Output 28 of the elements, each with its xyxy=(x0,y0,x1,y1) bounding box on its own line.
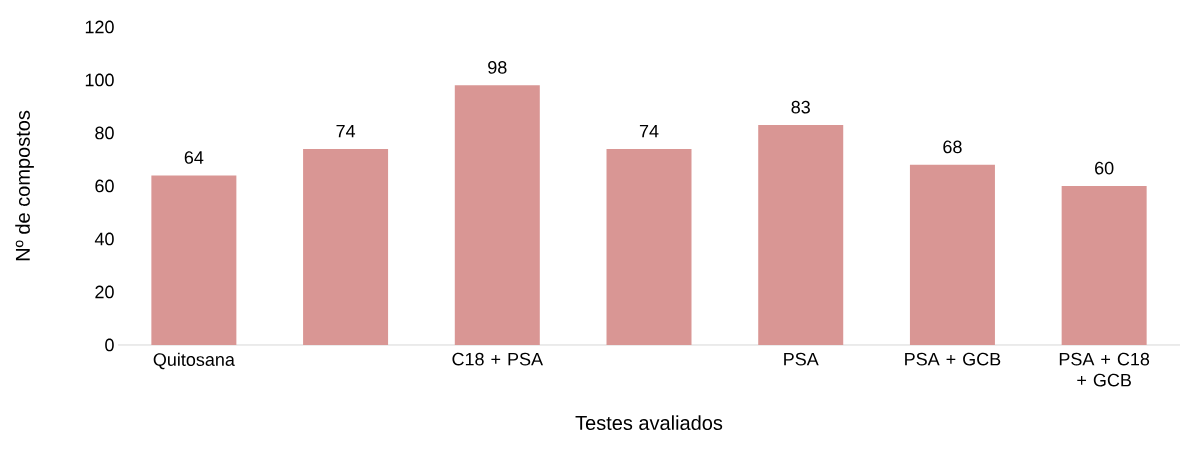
bar xyxy=(758,125,844,345)
data-label: 68 xyxy=(943,140,962,154)
bar xyxy=(151,175,237,345)
x-tick-label: C18 + PSA xyxy=(452,352,544,366)
y-tick-label: 120 xyxy=(85,20,114,34)
y-tick-label: 20 xyxy=(95,285,114,299)
data-label: 74 xyxy=(336,124,356,138)
data-label: 74 xyxy=(639,124,659,138)
x-tick-label: PSA + C18 + GCB xyxy=(1059,352,1150,387)
y-tick-label: 40 xyxy=(94,232,114,246)
y-tick-label: 0 xyxy=(105,338,114,352)
bar xyxy=(303,148,389,345)
bar xyxy=(606,148,692,345)
data-label: 64 xyxy=(184,151,204,164)
y-tick-label: 80 xyxy=(95,126,114,140)
data-label: 98 xyxy=(488,61,507,74)
y-axis-title: Nº de compostos xyxy=(15,110,34,261)
bar xyxy=(454,85,540,345)
bar xyxy=(1061,185,1147,345)
data-label: 83 xyxy=(791,100,810,114)
y-tick-label: 60 xyxy=(95,179,114,193)
bar xyxy=(909,164,995,345)
x-tick-label: PSA xyxy=(784,352,819,366)
x-tick-label: PSA + GCB xyxy=(905,352,1001,366)
x-axis-title: Testes avaliados xyxy=(575,415,723,431)
y-tick-label: 100 xyxy=(85,73,114,87)
x-tick-label: Quitosana xyxy=(153,352,235,370)
data-label: 60 xyxy=(1095,161,1114,175)
